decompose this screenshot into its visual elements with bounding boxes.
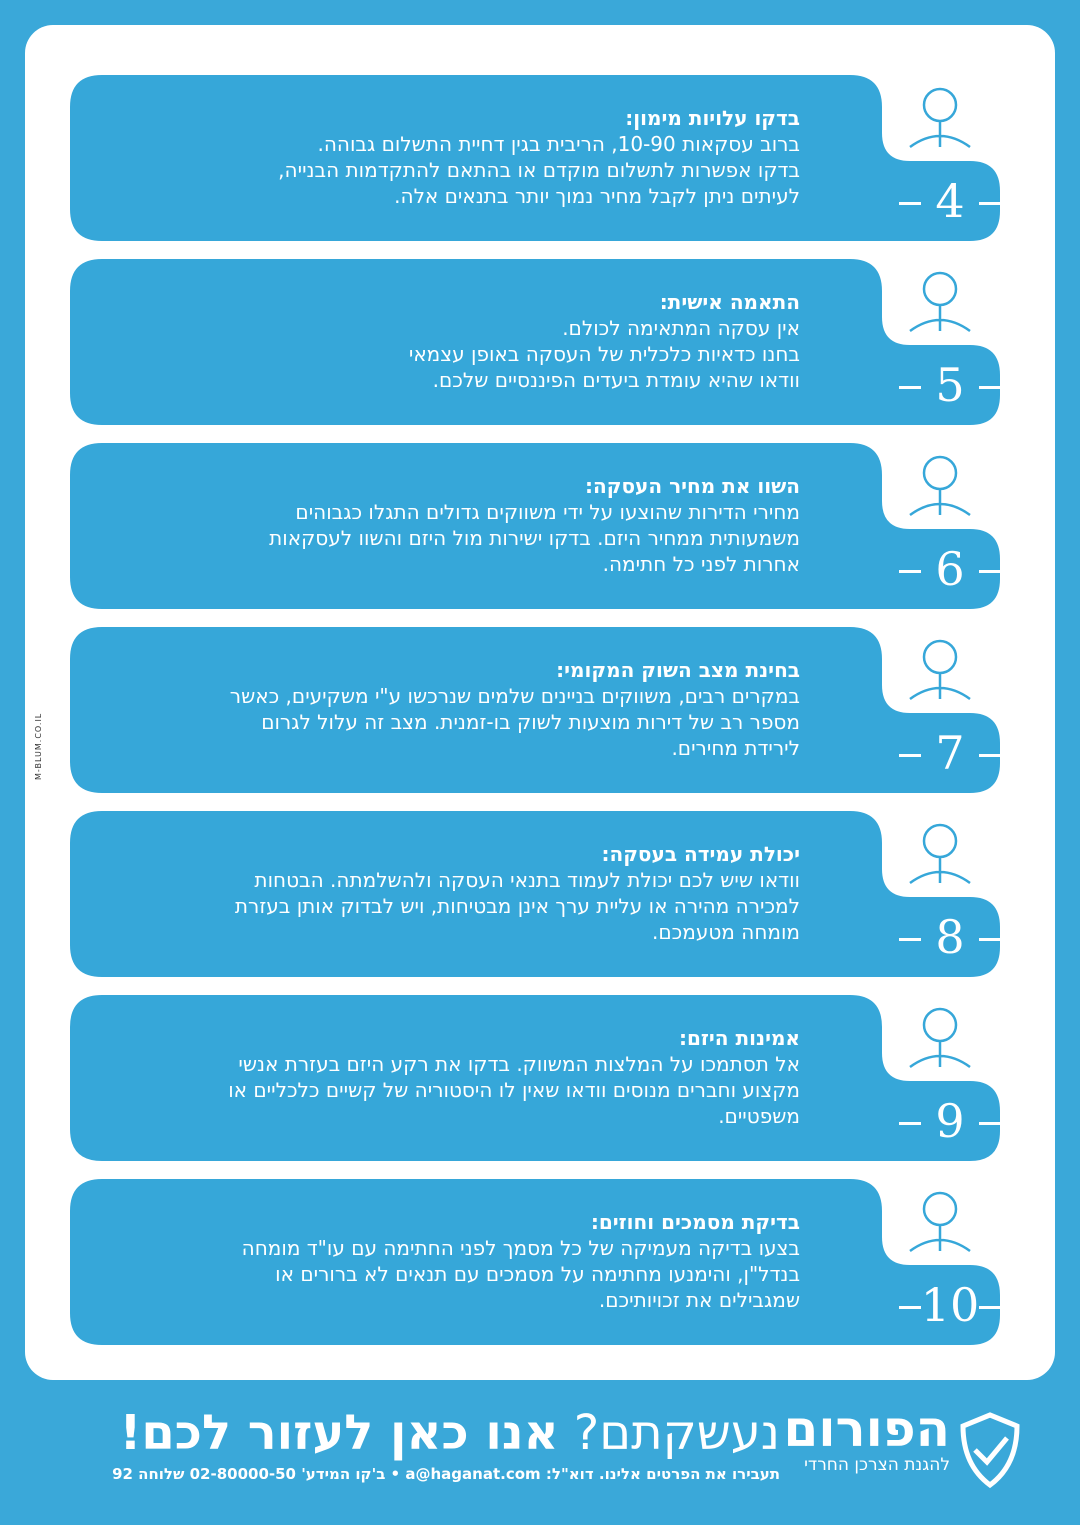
item-title: יכולת עמידה בעסקה: [601, 842, 800, 866]
logo: הפורום להגנת הצרכן החרדי [784, 1403, 950, 1475]
item-line: בחנו כדאיות כלכלית של העסקה באופן עצמאי [408, 342, 800, 366]
card-text: השוו את מחיר העסקה: מחירי הדירות שהוצעו ע… [90, 473, 800, 577]
card-shape [70, 1179, 1000, 1345]
icon-part [922, 639, 958, 675]
card: אמינות היזם: אל תסתמכו על המלצות המשווק. … [70, 995, 1001, 1161]
icon [909, 271, 971, 333]
icon-part [922, 271, 958, 307]
item-title: אמינות היזם: [678, 1026, 800, 1050]
item-line: בצעו בדיקה מעמיקה של כל מסמך לפני החתימה… [241, 1236, 800, 1260]
icon-part [909, 121, 971, 149]
card-text: בדקו עלויות מימון: ברוב עסקאות 10-90, הרי… [90, 105, 800, 209]
card: התאמה אישית: אין עסקה המתאימה לכולם. בחנו … [70, 259, 1001, 425]
logo-tagline: להגנת הצרכן החרדי [804, 1455, 950, 1475]
item-line: ברוב עסקאות 10-90, הריבית בגין דחיית התש… [317, 132, 800, 156]
card-shape [70, 259, 1000, 425]
icon-part [922, 823, 958, 859]
icon-part [922, 87, 958, 123]
icon-part [909, 305, 971, 333]
icon [909, 87, 971, 149]
item-line: מספר רב של דירות מוצעות לשוק בו-זמנית. מ… [261, 710, 800, 734]
card-shape [70, 811, 1000, 977]
icon-part [909, 1225, 971, 1253]
footer: נעשקתם? אנו כאן לעזור לכם! תעבירו את הפר… [0, 1385, 1080, 1525]
headline-bold: אנו כאן לעזור לכם! [119, 1405, 559, 1461]
item-line: אל תסתמכו על המלצות המשווק. בדקו את רקע … [238, 1052, 800, 1076]
card-bg [70, 75, 1000, 241]
item-title: בחינת מצב השוק המקומי: [556, 658, 800, 682]
card-shape [70, 995, 1000, 1161]
item-title: בדקו עלויות מימון: [625, 106, 800, 130]
item-line: לעיתים ניתן לקבל מחיר נמוך יותר בתנאים א… [394, 184, 800, 208]
logo-name: הפורום [783, 1400, 950, 1458]
card-bg [70, 443, 1000, 609]
item-line: משפטיים. [718, 1104, 800, 1128]
item-line: שמגבילים את זכויותיכם. [598, 1288, 800, 1312]
item-line: אחרות לפני כל חתימה. [602, 552, 800, 576]
item-line: מומחה מטעמכם. [652, 920, 800, 944]
item-number: 6 [895, 543, 1005, 595]
card-bg [70, 259, 1000, 425]
item-number: 5 [895, 359, 1005, 411]
item-line: לירידת מחירים. [671, 736, 800, 760]
icon-part [909, 489, 971, 517]
card-shape [70, 443, 1000, 609]
icon-part [922, 455, 958, 491]
icon-part [909, 1041, 971, 1069]
item-title: התאמה אישית: [659, 290, 800, 314]
card: בדקו עלויות מימון: ברוב עסקאות 10-90, הרי… [70, 75, 1001, 241]
icon-part [909, 857, 971, 885]
card: השוו את מחיר העסקה: מחירי הדירות שהוצעו ע… [70, 443, 1001, 609]
item-title: בדיקת מסמכים וחוזים: [590, 1210, 800, 1234]
card-bg [70, 995, 1000, 1161]
headline: נעשקתם? אנו כאן לעזור לכם! [119, 1405, 780, 1461]
icon [909, 823, 971, 885]
icon [909, 455, 971, 517]
icon [909, 1007, 971, 1069]
item-line: בנדל"ן, והימנעו מחתימה על מסמכים עם תנאי… [275, 1262, 800, 1286]
icon-part [922, 1007, 958, 1043]
item-line: למכירה מהירה או עליית ערך אינן מבטיחות, … [234, 894, 800, 918]
contact: תעבירו את הפרטים אלינו. דוא"ל: a@haganat… [112, 1465, 780, 1483]
item-title: השוו את מחיר העסקה: [584, 474, 800, 498]
side-credit: M-BLUM.CO.IL [34, 712, 43, 780]
item-line: מחירי הדירות שהוצעו על ידי משווקים גדולי… [295, 500, 800, 524]
card-text: יכולת עמידה בעסקה: וודאו שיש לכם יכולת לע… [90, 841, 800, 945]
card-text: בדיקת מסמכים וחוזים: בצעו בדיקה מעמיקה של… [90, 1209, 800, 1313]
card: יכולת עמידה בעסקה: וודאו שיש לכם יכולת לע… [70, 811, 1001, 977]
item-line: וודאו שיש לכם יכולת לעמוד בתנאי העסקה ול… [254, 868, 800, 892]
headline-light: נעשקתם? [573, 1405, 780, 1461]
item-number: 4 [895, 175, 1005, 227]
item-line: אין עסקה המתאימה לכולם. [562, 316, 800, 340]
item-line: משמעותית ממחיר היזם. בדקו ישירות מול היז… [269, 526, 800, 550]
card-text: אמינות היזם: אל תסתמכו על המלצות המשווק. … [90, 1025, 800, 1129]
icon [909, 639, 971, 701]
card-bg [70, 811, 1000, 977]
item-line: בדקו אפשרות לתשלום מוקדם או בהתאם להתקדמ… [278, 158, 800, 182]
card-shape [70, 75, 1000, 241]
icon [909, 1191, 971, 1253]
card-bg [70, 1179, 1000, 1345]
item-number: 7 [895, 727, 1005, 779]
item-line: במקרים רבים, משווקים בניינים שלמים שנרכש… [229, 684, 800, 708]
logo-icon [960, 1412, 1020, 1489]
item-number: 8 [895, 911, 1005, 963]
card-shape [70, 627, 1000, 793]
card-bg [70, 627, 1000, 793]
card-text: בחינת מצב השוק המקומי: במקרים רבים, משווק… [90, 657, 800, 761]
icon-part [909, 673, 971, 701]
card-text: התאמה אישית: אין עסקה המתאימה לכולם. בחנו … [90, 289, 800, 393]
card: בדיקת מסמכים וחוזים: בצעו בדיקה מעמיקה של… [70, 1179, 1001, 1345]
item-line: וודאו שהיא עומדת ביעדים הפיננסיים שלכם. [432, 368, 800, 392]
icon-part [922, 1191, 958, 1227]
card: בחינת מצב השוק המקומי: במקרים רבים, משווק… [70, 627, 1001, 793]
item-number: 10 [895, 1279, 1005, 1331]
item-line: מקצוע וחברים מנוסים וודאו שאין לו היסטור… [228, 1078, 800, 1102]
item-number: 9 [895, 1095, 1005, 1147]
